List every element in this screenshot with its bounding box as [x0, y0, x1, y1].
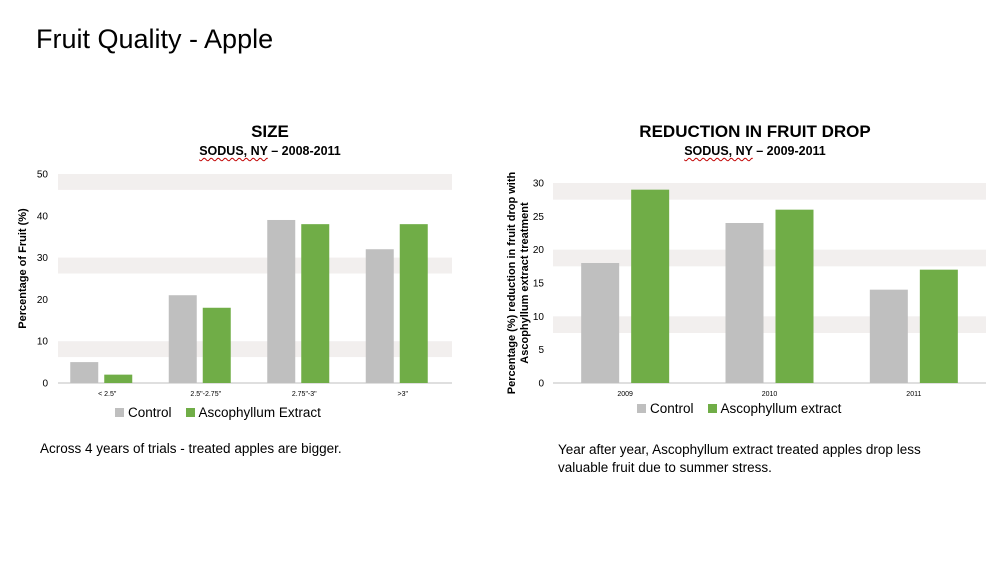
- bar-control: [168, 295, 197, 383]
- drop-chart-title: REDUCTION IN FRUIT DROP: [639, 122, 871, 141]
- bar-extract: [301, 224, 330, 383]
- y-axis-label: Ascophyllum extract treatment: [519, 202, 531, 364]
- y-tick-label: 10: [37, 337, 49, 348]
- bar-extract: [202, 307, 231, 383]
- bar-control: [869, 289, 908, 383]
- x-tick-label: 2.5"-2.75": [190, 391, 221, 398]
- bar-extract: [399, 224, 428, 383]
- bar-extract: [631, 189, 670, 383]
- y-axis-label: Percentage (%) reduction in fruit drop w…: [506, 171, 518, 394]
- size-chart-title: SIZE: [251, 122, 289, 141]
- grid-band: [58, 341, 452, 358]
- grid-band: [553, 183, 986, 200]
- bar-extract: [919, 269, 958, 383]
- drop-chart-legend: Control Ascophyllum extract: [637, 401, 855, 416]
- y-tick-label: 0: [42, 379, 48, 390]
- drop-chart-caption: Year after year, Ascophyllum extract tre…: [558, 441, 921, 477]
- bar-control: [725, 223, 764, 383]
- y-tick-label: 15: [533, 279, 545, 290]
- legend-label-extract: Ascophyllum Extract: [198, 405, 321, 420]
- legend-swatch-extract: [185, 408, 195, 417]
- x-tick-label: >3": [398, 391, 409, 398]
- y-tick-label: 30: [533, 179, 545, 190]
- size-chart-caption: Across 4 years of trials - treated apple…: [40, 441, 342, 456]
- bar-control: [70, 362, 99, 383]
- y-tick-label: 10: [533, 312, 545, 323]
- legend-label-control: Control: [650, 401, 694, 416]
- x-tick-label: 2009: [617, 391, 633, 398]
- drop-chart-subtitle: SODUS, NY – 2009-2011: [655, 144, 855, 158]
- y-tick-label: 5: [538, 345, 544, 356]
- y-tick-label: 50: [37, 170, 49, 181]
- y-tick-label: 20: [37, 295, 49, 306]
- drop-caption-line-1: Year after year, Ascophyllum extract tre…: [558, 442, 921, 457]
- size-chart-legend: Control Ascophyllum Extract: [115, 405, 335, 420]
- y-tick-label: 0: [538, 379, 544, 390]
- drop-chart-subtitle-location: SODUS, NY: [684, 144, 753, 158]
- x-tick-label: < 2.5": [98, 391, 117, 398]
- y-tick-label: 25: [533, 212, 545, 223]
- legend-swatch-control: [115, 408, 124, 417]
- grid-band: [58, 257, 452, 274]
- x-tick-label: 2010: [762, 391, 778, 398]
- legend-label-extract: Ascophyllum extract: [720, 401, 842, 416]
- legend-item-extract: Ascophyllum extract: [707, 401, 842, 416]
- legend-label-control: Control: [128, 405, 172, 420]
- legend-item-control: Control: [115, 405, 172, 420]
- size-chart-subtitle-dates: – 2008-2011: [267, 144, 341, 158]
- drop-caption-line-2: valuable fruit due to summer stress.: [558, 460, 772, 475]
- y-tick-label: 20: [533, 245, 545, 256]
- y-tick-label: 40: [37, 211, 49, 222]
- legend-item-extract: Ascophyllum Extract: [185, 405, 321, 420]
- bar-extract: [775, 209, 814, 383]
- bar-control: [267, 219, 296, 383]
- legend-swatch-extract: [707, 404, 717, 413]
- y-axis-label: Percentage of Fruit (%): [17, 208, 29, 329]
- size-chart-subtitle-location: SODUS, NY: [199, 144, 268, 158]
- legend-item-control: Control: [637, 401, 694, 416]
- slide-title: Fruit Quality - Apple: [36, 24, 274, 54]
- size-chart-subtitle: SODUS, NY – 2008-2011: [170, 144, 370, 158]
- x-tick-label: 2011: [906, 391, 921, 398]
- legend-swatch-control: [637, 404, 646, 413]
- x-tick-label: 2.75"-3": [292, 391, 317, 398]
- drop-chart-subtitle-dates: – 2009-2011: [752, 144, 826, 158]
- y-tick-label: 30: [37, 253, 49, 264]
- bar-control: [581, 263, 620, 383]
- bar-control: [365, 249, 394, 383]
- grid-band: [58, 174, 452, 190]
- bar-extract: [104, 374, 133, 383]
